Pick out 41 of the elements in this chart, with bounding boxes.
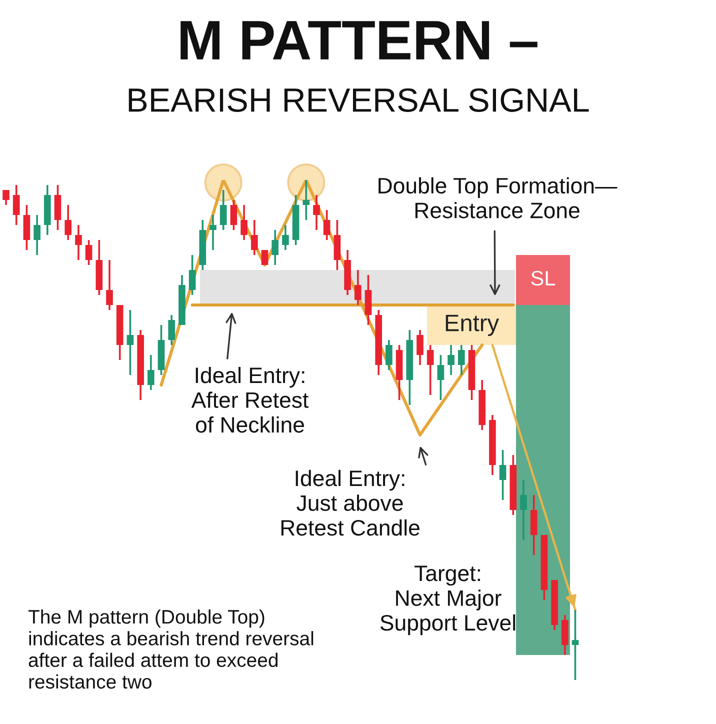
candlestick [147,354,154,391]
annotation: Ideal Entry: After Retest of Neckline [191,366,309,433]
candlestick [64,204,72,241]
candlestick [458,344,465,376]
candlestick [106,259,113,311]
annotation: The M pattern (Double Top) indicates a bearish trend reversal after a failed attem to exceed resistance two [28,609,314,689]
candlestick [261,250,268,265]
candlestick [126,309,134,376]
candlestick [437,354,444,401]
candlestick [386,339,392,371]
chart-subtitle: BEARISH REVERSAL SIGNAL [128,88,589,112]
candlestick [250,219,258,256]
candlestick [188,254,196,296]
candlestick [34,214,40,256]
candlestick [85,239,92,266]
candlestick [520,479,527,541]
candlestick [210,214,216,251]
candlestick [240,204,248,241]
candlestick [75,224,82,261]
candlestick [323,209,330,241]
candlestick [572,609,579,680]
candlestick [282,224,289,251]
candlestick [230,199,238,231]
annotation: Target: Next Major Support Level [380,566,516,636]
candlestick [354,269,362,306]
candlestick [168,314,176,346]
annotation: Ideal Entry: Just above Retest Candle [281,470,420,536]
candlestick [12,184,20,226]
candlestick [302,180,310,221]
candlestick [313,194,320,231]
candlestick [499,449,506,501]
candlestick [416,329,424,366]
band-label: Entry [446,314,500,336]
chart-title: M PATTERN – [180,21,538,60]
band-label: SL [531,270,556,286]
candlestick [2,189,10,206]
annotation: Double Top Formation— Resistance Zone [378,177,618,218]
candlestick [272,229,279,266]
candlestick [448,344,454,376]
candlestick [426,344,434,396]
candlestick [220,189,227,231]
